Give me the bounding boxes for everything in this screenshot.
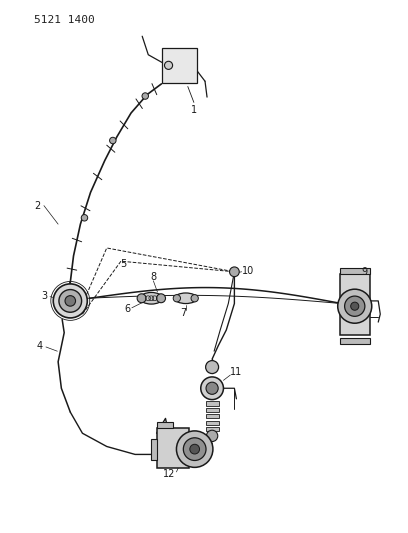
Bar (206, 408, 219, 412)
Text: 8: 8 (150, 272, 156, 282)
Circle shape (142, 93, 149, 99)
Bar (340, 268, 370, 274)
Circle shape (59, 289, 82, 312)
Circle shape (338, 289, 372, 323)
Circle shape (65, 296, 75, 306)
Bar (340, 274, 370, 335)
Circle shape (345, 296, 365, 316)
Bar (340, 338, 370, 344)
Bar (151, 439, 157, 460)
Circle shape (183, 438, 206, 461)
Text: 12: 12 (163, 469, 176, 479)
Circle shape (351, 302, 359, 310)
Bar (206, 414, 219, 418)
Circle shape (206, 430, 218, 441)
Text: 7: 7 (181, 308, 187, 318)
Text: 11: 11 (230, 367, 242, 377)
Circle shape (206, 382, 218, 394)
Circle shape (164, 61, 173, 69)
Bar (206, 421, 219, 425)
Text: 1: 1 (191, 106, 197, 115)
Circle shape (53, 284, 87, 318)
Circle shape (191, 295, 198, 302)
Text: 5121 1400: 5121 1400 (34, 15, 95, 25)
Bar (206, 401, 219, 406)
Text: 10: 10 (242, 266, 255, 276)
Text: 9: 9 (361, 267, 367, 277)
Bar (157, 428, 189, 467)
Ellipse shape (175, 293, 197, 304)
Circle shape (157, 294, 166, 303)
Ellipse shape (140, 293, 162, 304)
Text: 6: 6 (124, 304, 130, 314)
Circle shape (201, 377, 224, 400)
Bar (162, 48, 197, 83)
Circle shape (176, 431, 213, 467)
Circle shape (173, 295, 180, 302)
Circle shape (190, 445, 200, 454)
Text: 4: 4 (37, 341, 43, 351)
Text: 3: 3 (41, 290, 47, 301)
Circle shape (230, 267, 239, 277)
Text: 2: 2 (35, 200, 41, 211)
Bar (157, 422, 173, 428)
Text: 5: 5 (120, 259, 126, 269)
Circle shape (137, 294, 146, 303)
Circle shape (81, 215, 88, 221)
Circle shape (110, 138, 116, 144)
Circle shape (206, 361, 219, 374)
Bar (206, 427, 219, 431)
